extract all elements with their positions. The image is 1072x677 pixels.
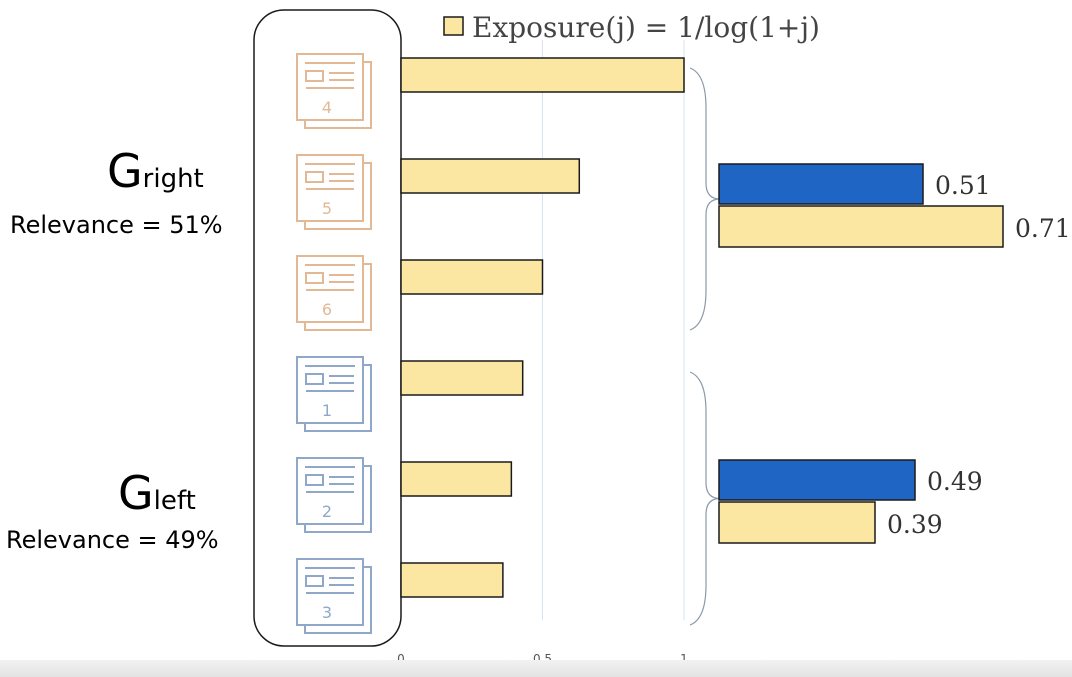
document-icon: 3 [296, 558, 372, 634]
document-icon: 5 [296, 154, 372, 230]
document-rank-label: 5 [322, 199, 332, 218]
group-relevance-bar [718, 459, 916, 501]
exposure-bar [400, 259, 544, 295]
legend-label: Exposure(j) = 1/log(1+j) [472, 11, 820, 44]
x-tick-label: 0 [397, 652, 405, 666]
document-rank-label: 2 [322, 502, 332, 521]
group-exposure-value: 0.39 [887, 510, 943, 539]
document-icon: 1 [296, 356, 372, 432]
group-relevance-value: 0.51 [935, 171, 991, 200]
group-exposure-value: 0.71 [1015, 214, 1071, 243]
exposure-bar [400, 57, 685, 93]
exposure-bar [400, 562, 504, 598]
document-rank-label: 6 [322, 300, 332, 319]
document-rank-label: 3 [322, 603, 332, 622]
x-tick-label: 1 [680, 652, 688, 666]
group-left-subscript: left [153, 486, 196, 516]
document-rank-label: 4 [322, 98, 332, 117]
group-relevance-value: 0.49 [927, 467, 983, 496]
document-icon: 6 [296, 255, 372, 331]
document-icon: 2 [296, 457, 372, 533]
legend-swatch [443, 16, 464, 36]
document-list-frame [253, 9, 402, 647]
group-right-label: Gright [107, 148, 204, 194]
exposure-bar [400, 461, 513, 497]
group-left-relevance: Relevance = 49% [6, 526, 219, 554]
group-right-symbol: G [107, 144, 143, 198]
group-brace [689, 67, 721, 331]
document-rank-label: 1 [322, 401, 332, 420]
group-exposure-bar [718, 501, 876, 544]
document-icon: 4 [296, 53, 372, 129]
exposure-bar [400, 360, 524, 396]
group-left-label: Gleft [118, 470, 196, 516]
exposure-bar [400, 158, 581, 194]
bottom-scroll-strip [0, 660, 1072, 677]
group-brace [689, 371, 721, 626]
group-exposure-bar [718, 205, 1004, 248]
group-right-subscript: right [142, 164, 204, 194]
group-left-symbol: G [118, 466, 154, 520]
group-relevance-bar [718, 163, 924, 205]
group-right-relevance: Relevance = 51% [10, 211, 223, 239]
